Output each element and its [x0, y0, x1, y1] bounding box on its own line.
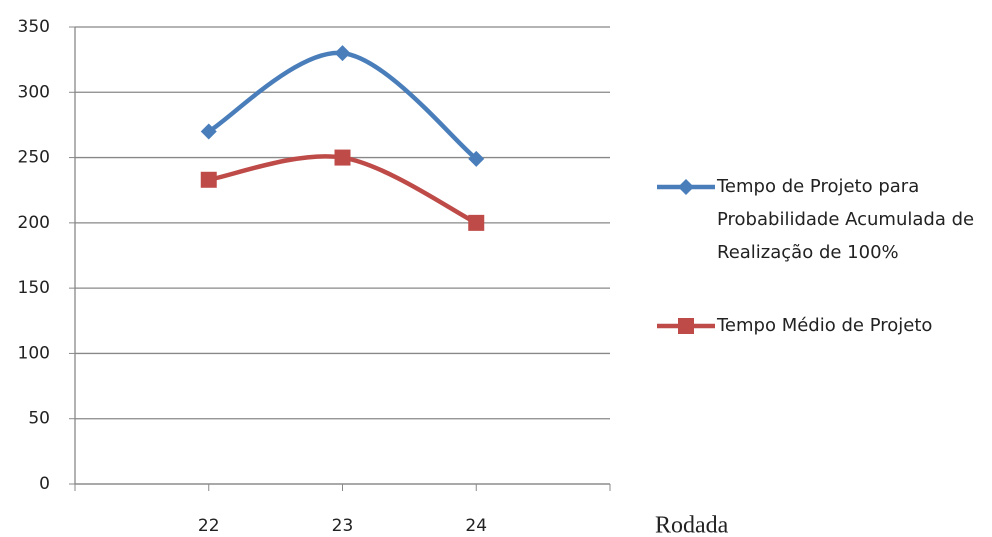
point: [200, 171, 217, 188]
x-tick-label: 24: [465, 516, 487, 536]
y-tick-label: 250: [18, 148, 50, 168]
series-line: [207, 50, 478, 161]
legend-label: Tempo de Projeto para Probabilidade Acum…: [717, 176, 975, 263]
point: [334, 45, 351, 62]
point: [334, 149, 351, 166]
legend-marker: [678, 318, 694, 334]
x-tick-label: 23: [332, 516, 354, 536]
point: [468, 214, 485, 231]
series-line: [208, 154, 478, 225]
y-tick-label: 300: [18, 82, 50, 102]
legend-marker: [678, 179, 694, 195]
y-tick-label: 350: [18, 17, 50, 37]
legend-label: Tempo Médio de Projeto: [717, 315, 933, 336]
x-axis-label: Rodada: [655, 513, 729, 537]
y-tick-label: 100: [18, 343, 50, 363]
point: [200, 123, 217, 140]
point: [468, 150, 485, 167]
y-tick-label: 200: [18, 213, 50, 233]
y-tick-label: 150: [18, 278, 50, 298]
y-tick-label: 50: [28, 409, 50, 429]
x-tick-label: 22: [198, 516, 220, 536]
y-tick-label: 0: [39, 474, 50, 494]
